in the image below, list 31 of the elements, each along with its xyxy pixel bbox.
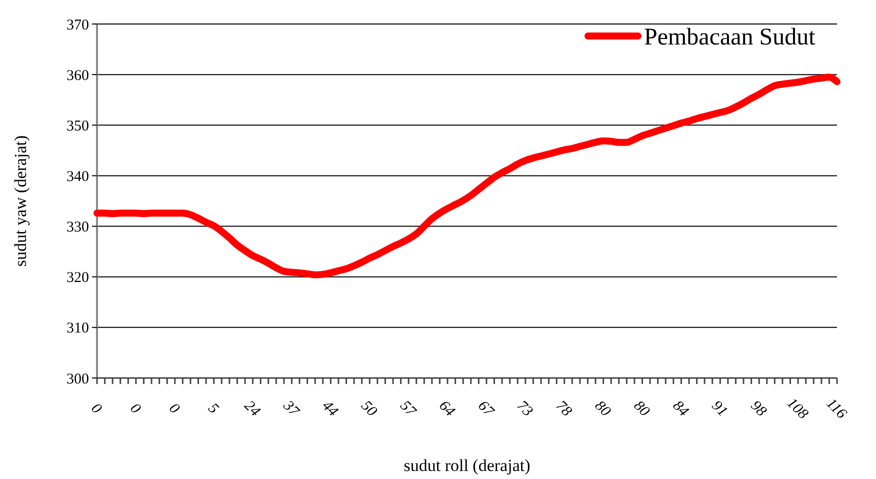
x-tick-label: 44 bbox=[318, 398, 342, 420]
y-tick-label: 340 bbox=[66, 168, 89, 185]
y-tick-label: 300 bbox=[66, 371, 89, 388]
x-tick-label: 80 bbox=[630, 398, 653, 420]
x-tick-label: 0 bbox=[126, 400, 144, 418]
x-tick-label: 0 bbox=[166, 400, 183, 418]
x-tick-label: 0 bbox=[88, 400, 105, 418]
x-tick-label: 37 bbox=[279, 397, 303, 421]
x-tick-label: 50 bbox=[358, 398, 380, 420]
y-tick-label: 370 bbox=[66, 17, 89, 34]
x-tick-label: 98 bbox=[747, 398, 770, 420]
x-axis-title: sudut roll (derajat) bbox=[404, 456, 530, 475]
x-tick-label: 64 bbox=[436, 398, 458, 420]
y-axis-title: sudut yaw (derajat) bbox=[11, 135, 30, 267]
x-tick-label: 80 bbox=[591, 398, 614, 420]
x-tick-label: 108 bbox=[784, 395, 812, 423]
y-tick-label: 350 bbox=[66, 118, 89, 134]
x-tick-label: 78 bbox=[552, 398, 575, 420]
x-tick-label: 24 bbox=[240, 398, 264, 420]
x-tick-label: 73 bbox=[514, 398, 536, 420]
x-tick-label: 5 bbox=[204, 400, 222, 418]
x-tick-label: 84 bbox=[669, 398, 692, 420]
legend-label: Pembacaan Sudut bbox=[644, 24, 816, 50]
x-tick-label: 116 bbox=[822, 396, 850, 422]
y-tick-label: 360 bbox=[66, 68, 89, 84]
y-tick-label: 330 bbox=[66, 220, 89, 236]
x-tick-label: 91 bbox=[708, 398, 730, 420]
x-tick-label: 67 bbox=[474, 398, 498, 421]
y-tick-label: 310 bbox=[66, 320, 89, 337]
y-tick-label: 320 bbox=[66, 270, 89, 286]
x-tick-label: 57 bbox=[396, 398, 420, 421]
